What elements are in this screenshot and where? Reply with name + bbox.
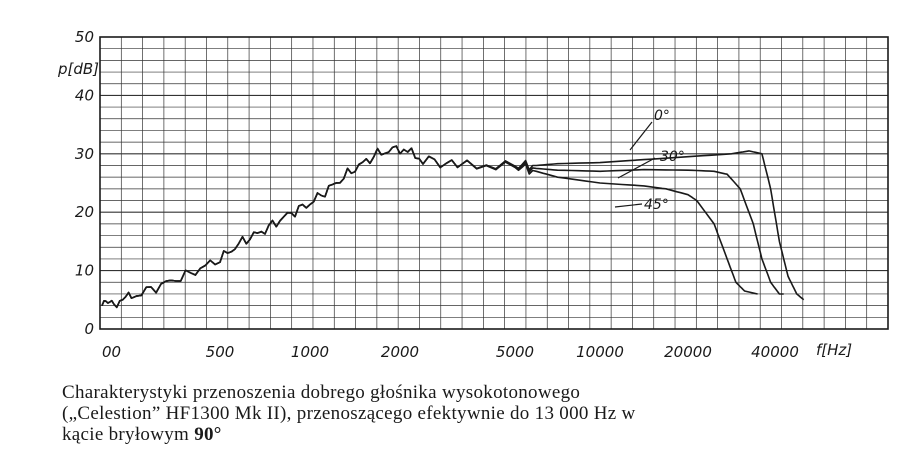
curve-label: 0° xyxy=(654,108,670,124)
plot-frame xyxy=(99,36,889,330)
y-tick-label: 10 xyxy=(75,262,94,280)
x-tick-label: 10000 xyxy=(576,343,624,361)
curve-label-leader xyxy=(629,121,653,151)
x-tick-label: 500 xyxy=(206,343,235,361)
y-tick-label: 30 xyxy=(75,145,94,163)
x-tick-label: 20000 xyxy=(664,343,712,361)
curve-labels: 0° 30° 45° xyxy=(614,108,685,213)
caption-line-2: („Celestion” HF1300 Mk II), przenosząceg… xyxy=(62,403,636,424)
curve-45deg xyxy=(101,145,758,309)
frequency-response-chart: 0 10 20 30 40 50 00 500 1000 2000 5000 10000 20000 4… xyxy=(57,28,889,361)
caption-line-3: kącie bryłowym 90° xyxy=(62,424,882,445)
curve-label-leader xyxy=(617,157,656,179)
curves xyxy=(101,145,805,309)
figure-caption: Charakterystyki przenoszenia dobrego gło… xyxy=(62,382,882,445)
caption-line-1: Charakterystyki przenoszenia dobrego gło… xyxy=(62,382,581,403)
x-tick-label: 00 xyxy=(102,343,121,361)
x-tick-label: 1000 xyxy=(291,343,329,361)
x-tick-label: 2000 xyxy=(381,343,419,361)
y-tick-label: 40 xyxy=(75,86,94,104)
curve-label: 30° xyxy=(660,149,685,165)
y-axis-ticks: 0 10 20 30 40 50 xyxy=(75,28,94,338)
y-axis-label: p[dB] xyxy=(57,60,99,78)
y-tick-label: 20 xyxy=(75,203,94,221)
y-tick-label: 0 xyxy=(84,320,94,338)
x-tick-label: 40000 xyxy=(751,343,799,361)
curve-30deg xyxy=(101,145,784,309)
chart-grid xyxy=(100,37,888,329)
caption-line-3-text: kącie bryłowym xyxy=(62,424,195,445)
x-axis-label: f[Hz] xyxy=(816,341,852,359)
x-tick-label: 5000 xyxy=(496,343,534,361)
curve-label-leader xyxy=(614,203,643,208)
y-tick-label: 50 xyxy=(75,28,94,46)
x-axis-ticks: 00 500 1000 2000 5000 10000 20000 40000 xyxy=(102,343,799,361)
curve-label: 45° xyxy=(644,197,669,213)
caption-angle: 90° xyxy=(194,424,222,445)
